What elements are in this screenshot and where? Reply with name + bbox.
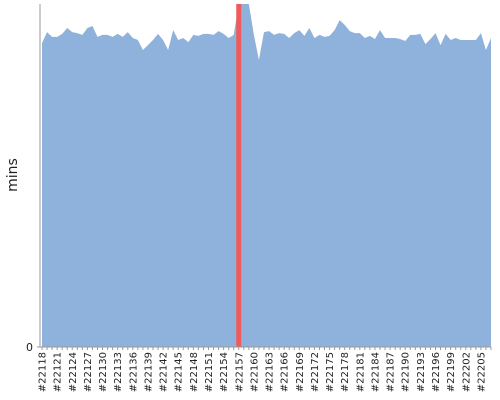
- x-tick-label: #22139: [143, 352, 154, 392]
- x-tick-label: #22154: [219, 352, 230, 392]
- x-tick-label: #22127: [83, 352, 94, 392]
- x-tick-label: #22133: [113, 352, 124, 392]
- x-tick-label: #22190: [401, 352, 412, 392]
- x-tick-label: #22205: [476, 352, 487, 392]
- x-tick-label: #22172: [310, 352, 321, 392]
- x-tick-label: #22148: [189, 352, 200, 392]
- x-tick-label: #22160: [249, 352, 260, 392]
- highlight-line: [236, 4, 242, 347]
- x-tick-label: #22196: [431, 352, 442, 392]
- x-tick-label: #22187: [386, 352, 397, 392]
- area: [42, 4, 491, 347]
- x-tick-label: #22163: [265, 352, 276, 392]
- x-tick-label: #22157: [234, 352, 245, 392]
- x-tick-label: #22184: [370, 352, 381, 392]
- x-tick-label: #22169: [295, 352, 306, 392]
- x-tick-label: #22166: [280, 352, 291, 392]
- x-tick-label: #22136: [128, 352, 139, 392]
- x-tick-label: #22145: [174, 352, 185, 392]
- x-tick-label: #22178: [340, 352, 351, 392]
- x-tick-label: #22151: [204, 352, 215, 392]
- x-tick-label: #22175: [325, 352, 336, 392]
- x-tick-label: #22193: [416, 352, 427, 392]
- x-tick-label: #22124: [68, 352, 79, 392]
- x-tick-label: #22199: [446, 352, 457, 392]
- y-axis-label: mins: [5, 158, 21, 192]
- x-tick-label: #22181: [355, 352, 366, 392]
- x-tick-label: #22118: [38, 352, 49, 392]
- y-tick-label: 0: [26, 341, 33, 354]
- x-tick-label: #22130: [98, 352, 109, 392]
- x-tick-label: #22121: [53, 352, 64, 392]
- x-tick-label: #22202: [461, 352, 472, 392]
- x-tick-label: #22142: [159, 352, 170, 392]
